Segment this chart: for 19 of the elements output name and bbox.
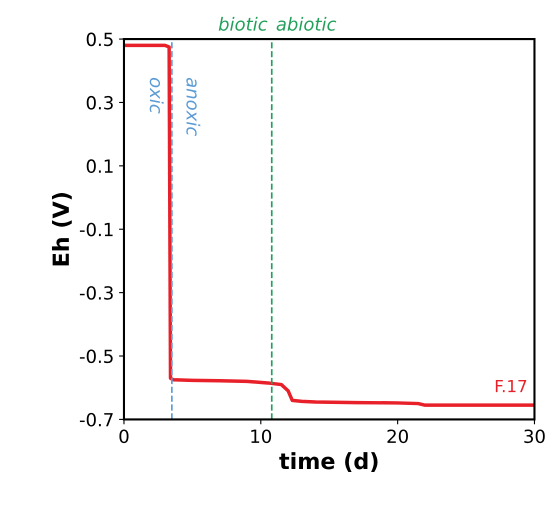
series-label: F.17: [496, 380, 526, 392]
x-tick-label: 30: [524, 429, 545, 444]
y-tick-label: -0.5: [80, 349, 113, 364]
y-tick-label: -0.1: [80, 222, 113, 236]
y-tick-label: 0.5: [86, 32, 113, 46]
y-tick-label: 0.3: [86, 96, 113, 110]
y-tick-label: -0.7: [80, 412, 113, 427]
text: abiotic: [276, 16, 336, 31]
y-axis-title: Eh (V): [52, 193, 72, 266]
y-tick-label: -0.3: [80, 286, 113, 300]
ref-line-label: biotic: [218, 16, 268, 31]
y-tick-label: 0.1: [86, 159, 113, 173]
x-axis-title: time (d): [279, 452, 378, 472]
ref-line-label: oxic: [150, 78, 164, 114]
annotation: anoxic: [186, 78, 200, 136]
line-series: [124, 44, 534, 407]
x-tick-label: 10: [251, 429, 272, 444]
x-tick-label: 20: [387, 429, 408, 444]
x-tick-label: 0: [119, 429, 129, 444]
